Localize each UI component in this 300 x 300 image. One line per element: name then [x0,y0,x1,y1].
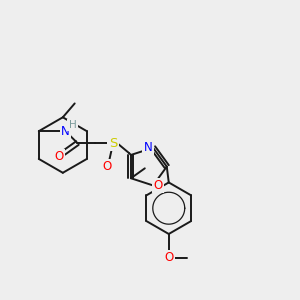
Text: S: S [109,136,117,150]
Text: N: N [144,141,152,154]
Text: H: H [69,120,76,130]
Text: O: O [153,179,163,192]
Text: O: O [54,150,63,164]
Text: N: N [61,125,70,138]
Text: O: O [164,251,173,264]
Text: O: O [103,160,112,173]
